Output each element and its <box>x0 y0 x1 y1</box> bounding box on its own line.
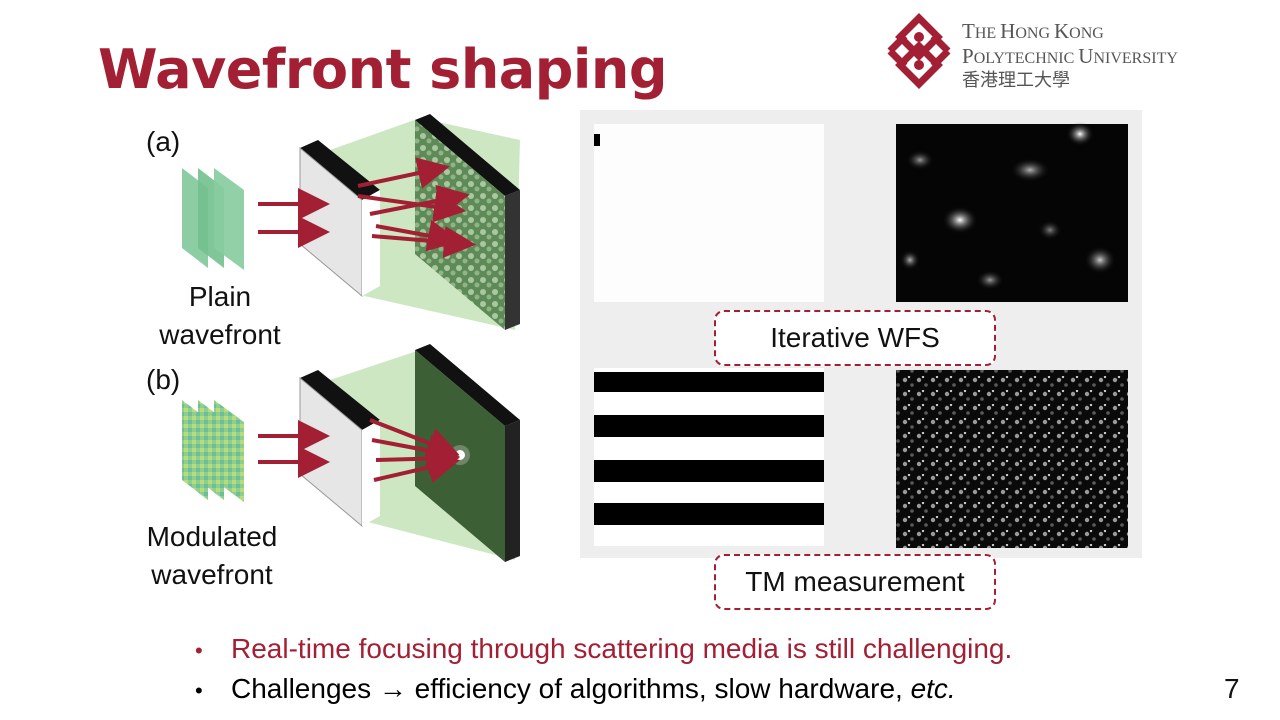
modulated-wavefront-planes <box>182 400 244 502</box>
plain-wavefront-label: Plain wavefront <box>159 281 281 350</box>
tm-speckle-image <box>896 370 1128 548</box>
bullet-item: • Real-time focusing through scattering m… <box>195 633 1013 664</box>
results-images <box>594 122 1128 548</box>
tm-stripe-pattern <box>594 368 824 546</box>
plain-wavefront-planes <box>182 168 244 270</box>
caption-iterative-wfs: Iterative WFS <box>714 310 996 366</box>
iterative-speckle-image <box>896 122 1128 302</box>
modulated-wavefront-label: Modulated wavefront <box>146 521 278 590</box>
caption-tm-measurement: TM measurement <box>714 554 996 610</box>
university-name: THE HONG KONG POLYTECHNIC UNIVERSITY 香港理… <box>962 19 1178 91</box>
bullet-list: • Real-time focusing through scattering m… <box>195 633 1012 713</box>
label-b: (b) <box>146 364 181 395</box>
polyu-logo-icon <box>887 13 951 89</box>
bullet-item: • Challenges → efficiency of algorithms, … <box>195 673 956 704</box>
wavefront-schematic <box>182 114 520 562</box>
page-number: 7 <box>1224 673 1240 704</box>
slide-title: Wavefront shaping <box>98 38 667 101</box>
focus-screen-b <box>415 344 520 562</box>
label-a: (a) <box>146 126 181 157</box>
results-panel <box>580 110 1142 558</box>
iterative-slm-pattern <box>594 124 824 302</box>
scattering-medium-b <box>299 370 380 528</box>
